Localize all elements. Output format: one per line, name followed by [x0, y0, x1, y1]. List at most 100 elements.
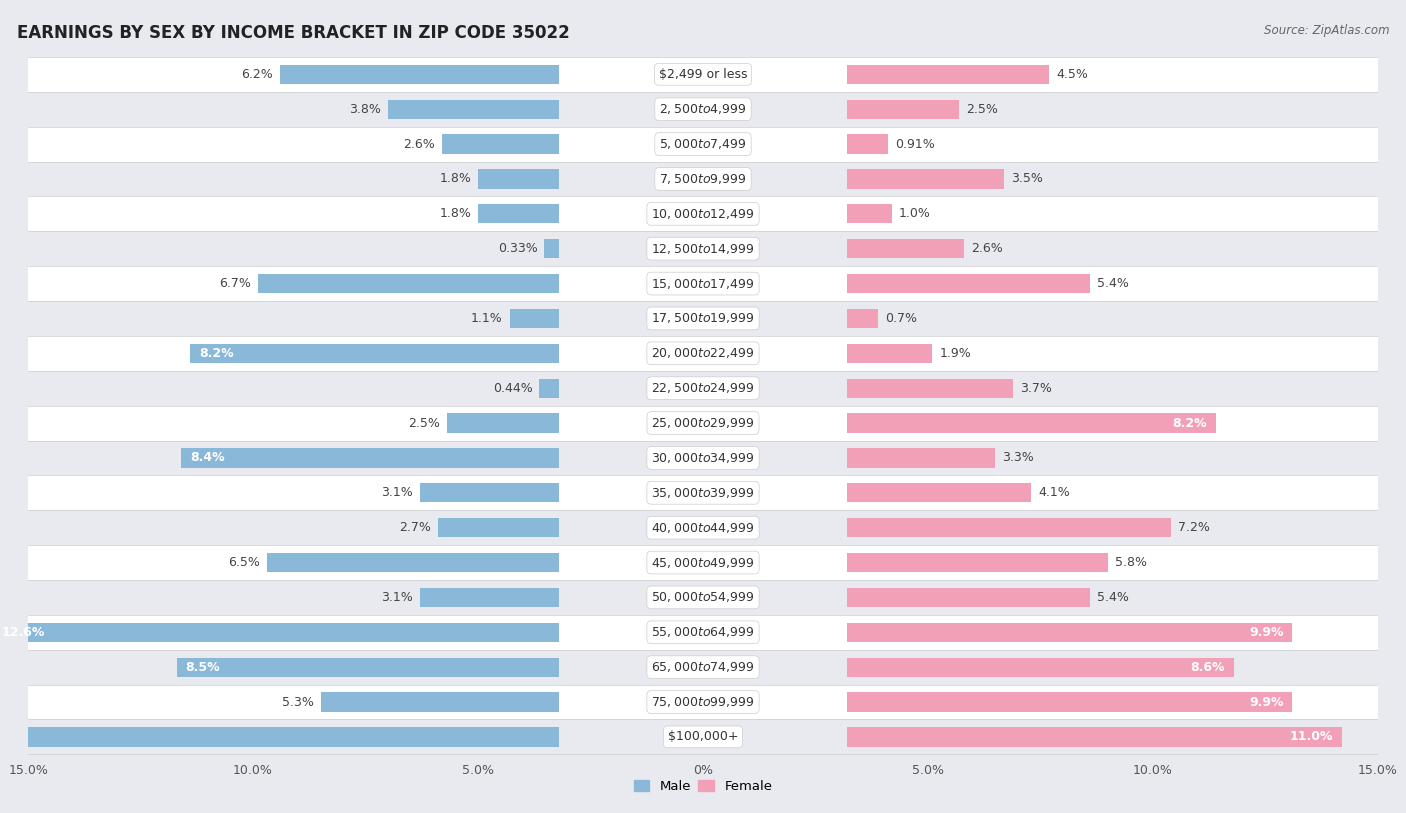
- Bar: [28, 266, 1378, 301]
- Text: 5.8%: 5.8%: [1115, 556, 1147, 569]
- Text: $2,499 or less: $2,499 or less: [659, 67, 747, 80]
- Bar: [447, 414, 560, 433]
- Bar: [846, 379, 1014, 398]
- Bar: [846, 239, 965, 259]
- Bar: [177, 658, 560, 676]
- Bar: [478, 169, 560, 189]
- Text: 2.7%: 2.7%: [399, 521, 430, 534]
- Text: 0.33%: 0.33%: [498, 242, 537, 255]
- Bar: [28, 336, 1378, 371]
- Text: 8.4%: 8.4%: [190, 451, 225, 464]
- Bar: [846, 100, 959, 119]
- Bar: [28, 511, 1378, 545]
- Bar: [28, 231, 1378, 266]
- Text: 2.5%: 2.5%: [408, 416, 440, 429]
- Text: 1.1%: 1.1%: [471, 312, 503, 325]
- Bar: [28, 441, 1378, 476]
- Text: 4.1%: 4.1%: [1038, 486, 1070, 499]
- Text: 3.8%: 3.8%: [350, 102, 381, 115]
- Bar: [846, 344, 932, 363]
- Bar: [28, 650, 1378, 685]
- Text: 1.0%: 1.0%: [898, 207, 931, 220]
- Bar: [28, 406, 1378, 441]
- Text: 9.9%: 9.9%: [1249, 696, 1284, 709]
- Bar: [846, 658, 1234, 676]
- Bar: [28, 162, 1378, 197]
- Text: 1.8%: 1.8%: [440, 207, 471, 220]
- Text: 8.5%: 8.5%: [186, 661, 221, 674]
- Bar: [280, 65, 560, 84]
- Text: 4.5%: 4.5%: [1056, 67, 1088, 80]
- Text: 0.7%: 0.7%: [886, 312, 917, 325]
- Bar: [437, 518, 560, 537]
- Text: 11.0%: 11.0%: [1289, 730, 1333, 743]
- Bar: [388, 100, 560, 119]
- Text: 12.6%: 12.6%: [1, 626, 45, 639]
- Text: $20,000 to $22,499: $20,000 to $22,499: [651, 346, 755, 360]
- Bar: [181, 448, 560, 467]
- Bar: [28, 127, 1378, 162]
- Text: $17,500 to $19,999: $17,500 to $19,999: [651, 311, 755, 325]
- Text: 2.6%: 2.6%: [404, 137, 436, 150]
- Text: 5.4%: 5.4%: [1097, 591, 1129, 604]
- Bar: [28, 545, 1378, 580]
- Text: $65,000 to $74,999: $65,000 to $74,999: [651, 660, 755, 674]
- Bar: [846, 693, 1292, 711]
- Bar: [28, 57, 1378, 92]
- Text: $12,500 to $14,999: $12,500 to $14,999: [651, 241, 755, 256]
- Text: 2.6%: 2.6%: [970, 242, 1002, 255]
- Bar: [28, 476, 1378, 511]
- Text: 3.1%: 3.1%: [381, 591, 413, 604]
- Bar: [846, 309, 879, 328]
- Bar: [846, 414, 1216, 433]
- Bar: [0, 623, 560, 642]
- Text: 9.9%: 9.9%: [1249, 626, 1284, 639]
- Bar: [441, 134, 560, 154]
- Text: $10,000 to $12,499: $10,000 to $12,499: [651, 207, 755, 221]
- Text: 3.3%: 3.3%: [1002, 451, 1033, 464]
- Text: $7,500 to $9,999: $7,500 to $9,999: [659, 172, 747, 186]
- Text: $30,000 to $34,999: $30,000 to $34,999: [651, 451, 755, 465]
- Text: 1.9%: 1.9%: [939, 347, 972, 360]
- Bar: [846, 134, 889, 154]
- Text: 7.2%: 7.2%: [1178, 521, 1209, 534]
- Text: 5.4%: 5.4%: [1097, 277, 1129, 290]
- Text: 6.7%: 6.7%: [219, 277, 250, 290]
- Text: 3.5%: 3.5%: [1011, 172, 1043, 185]
- Text: $40,000 to $44,999: $40,000 to $44,999: [651, 520, 755, 535]
- Text: 0.91%: 0.91%: [894, 137, 935, 150]
- Bar: [846, 65, 1049, 84]
- Text: $50,000 to $54,999: $50,000 to $54,999: [651, 590, 755, 604]
- Text: 2.5%: 2.5%: [966, 102, 998, 115]
- Text: $75,000 to $99,999: $75,000 to $99,999: [651, 695, 755, 709]
- Bar: [846, 588, 1090, 607]
- Text: 5.3%: 5.3%: [283, 696, 314, 709]
- Bar: [28, 92, 1378, 127]
- Bar: [540, 379, 560, 398]
- Bar: [544, 239, 560, 259]
- Text: 0.44%: 0.44%: [492, 381, 533, 394]
- Bar: [257, 274, 560, 293]
- Bar: [846, 448, 995, 467]
- Text: $35,000 to $39,999: $35,000 to $39,999: [651, 486, 755, 500]
- Text: 1.8%: 1.8%: [440, 172, 471, 185]
- Text: EARNINGS BY SEX BY INCOME BRACKET IN ZIP CODE 35022: EARNINGS BY SEX BY INCOME BRACKET IN ZIP…: [17, 24, 569, 42]
- Text: 3.1%: 3.1%: [381, 486, 413, 499]
- Bar: [846, 169, 1004, 189]
- Text: 3.7%: 3.7%: [1021, 381, 1052, 394]
- Bar: [28, 685, 1378, 720]
- Bar: [190, 344, 560, 363]
- Bar: [28, 301, 1378, 336]
- Text: $5,000 to $7,499: $5,000 to $7,499: [659, 137, 747, 151]
- Bar: [478, 204, 560, 224]
- Bar: [419, 588, 560, 607]
- Bar: [28, 197, 1378, 231]
- Bar: [321, 693, 560, 711]
- Text: 8.2%: 8.2%: [200, 347, 233, 360]
- Bar: [28, 720, 1378, 754]
- Text: Source: ZipAtlas.com: Source: ZipAtlas.com: [1264, 24, 1389, 37]
- Text: $45,000 to $49,999: $45,000 to $49,999: [651, 555, 755, 570]
- Bar: [419, 483, 560, 502]
- Text: 6.2%: 6.2%: [242, 67, 273, 80]
- Text: 6.5%: 6.5%: [228, 556, 260, 569]
